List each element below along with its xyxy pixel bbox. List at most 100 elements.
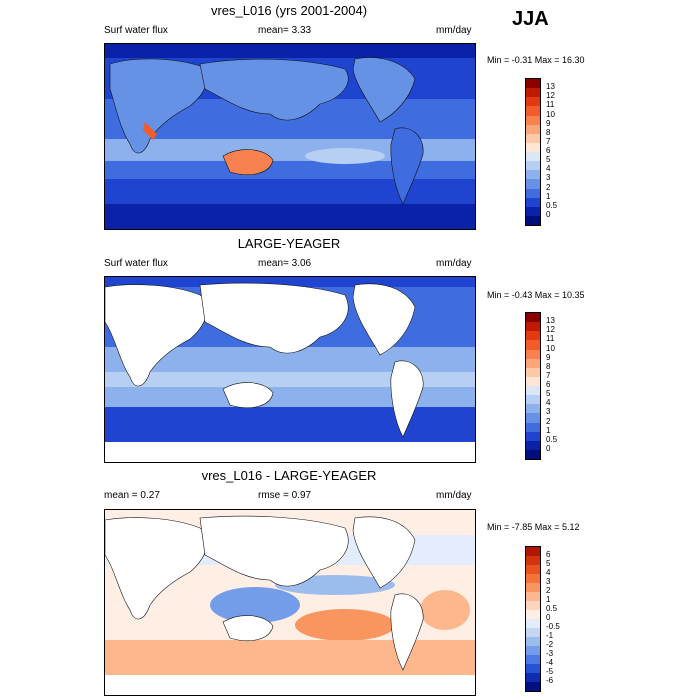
colorbar-segment — [526, 179, 540, 189]
panel-1-units: mm/day — [436, 25, 472, 36]
colorbar-segment — [526, 655, 540, 664]
colorbar-segment — [526, 592, 540, 601]
panel-1-minmax: Min = -0.31 Max = 16.30 — [487, 55, 585, 65]
colorbar-segment — [526, 422, 540, 432]
panel-3-australia — [222, 615, 274, 641]
colorbar-tick-label: 1 — [546, 595, 551, 604]
panel-2-units: mm/day — [436, 258, 472, 269]
panel-2-title: LARGE-YEAGER — [237, 236, 341, 251]
colorbar-tick-label: 13 — [546, 82, 555, 92]
panel-2-africa-europe — [105, 284, 208, 387]
colorbar-tick-label: 1 — [546, 425, 551, 435]
colorbar-tick-label: 4 — [546, 398, 551, 408]
colorbar-tick-label: 9 — [546, 352, 551, 362]
panel-2-stat: mean= 3.06 — [258, 258, 312, 269]
colorbar-segment — [526, 115, 540, 125]
panel-3-minmax: Min = -7.85 Max = 5.12 — [487, 522, 580, 532]
colorbar-segment — [526, 386, 540, 396]
panel-1-red-patch — [143, 122, 157, 140]
colorbar-tick-label: 3 — [546, 577, 551, 586]
panel-2-minmax: Min = -0.43 Max = 10.35 — [487, 290, 585, 300]
colorbar-tick-label: 13 — [546, 316, 555, 326]
colorbar-segment — [526, 358, 540, 368]
colorbar-tick-label: 12 — [546, 91, 555, 101]
colorbar-segment — [526, 206, 540, 216]
colorbar-tick-label: 11 — [546, 334, 555, 344]
panel-3-stat: rmse = 0.97 — [258, 490, 312, 501]
panel-1-title: vres_L016 (yrs 2001-2004) — [210, 3, 368, 18]
colorbar-tick-label: 2 — [546, 586, 551, 595]
panel-3-map — [104, 509, 476, 696]
panel-2-colorbar-ticks: 13 12 11 10 9 8 7 6 5 4 3 2 1 0.5 0 — [546, 312, 586, 458]
colorbar-segment — [526, 637, 540, 646]
colorbar-segment — [526, 583, 540, 592]
panel-2-left-label: Surf water flux — [104, 258, 168, 269]
colorbar-segment — [526, 646, 540, 655]
colorbar-segment — [526, 619, 540, 628]
colorbar-segment — [526, 133, 540, 143]
colorbar-segment — [526, 664, 540, 673]
colorbar-tick-label: 3 — [546, 407, 551, 417]
colorbar-tick-label: 0 — [546, 443, 551, 453]
colorbar-segment — [526, 404, 540, 414]
colorbar-tick-label: 3 — [546, 173, 551, 183]
panel-3-atlantic-red — [420, 590, 470, 630]
colorbar-tick-label: 2 — [546, 182, 551, 192]
colorbar-tick-label: 5 — [546, 155, 551, 165]
colorbar-tick-label: 8 — [546, 361, 551, 371]
colorbar-segment — [526, 97, 540, 107]
colorbar-tick-label: 0 — [546, 613, 551, 622]
panel-2-south-america — [390, 360, 424, 438]
colorbar-segment — [526, 322, 540, 332]
colorbar-tick-label: 12 — [546, 325, 555, 335]
panel-2-antarctica — [105, 442, 475, 462]
colorbar-tick-label: 6 — [546, 550, 551, 559]
colorbar-segment — [526, 547, 540, 556]
panel-1-map — [104, 43, 476, 230]
panel-2-map-svg — [105, 277, 475, 462]
colorbar-segment — [526, 79, 540, 89]
colorbar-tick-label: 9 — [546, 118, 551, 128]
colorbar-segment — [526, 440, 540, 450]
colorbar-tick-label: -0.5 — [546, 622, 560, 631]
colorbar-segment — [526, 188, 540, 198]
panel-1-arctic — [105, 44, 475, 58]
colorbar-segment — [526, 601, 540, 610]
colorbar-tick-label: -5 — [546, 667, 554, 676]
colorbar-segment — [526, 610, 540, 619]
colorbar-tick-label: -6 — [546, 676, 554, 685]
colorbar-tick-label: -3 — [546, 649, 554, 658]
colorbar-tick-label: 5 — [546, 559, 551, 568]
season-label: JJA — [512, 8, 549, 30]
panel-1-north-america — [352, 57, 416, 123]
colorbar-tick-label: 10 — [546, 343, 555, 353]
colorbar-tick-label: 7 — [546, 370, 551, 380]
panel-1-colorbar-ticks: 13 12 11 10 9 8 7 6 5 4 3 2 1 0.5 0 — [546, 78, 586, 224]
colorbar-segment — [526, 395, 540, 405]
panel-1-left-label: Surf water flux — [104, 25, 168, 36]
colorbar-tick-label: 11 — [546, 100, 555, 110]
colorbar-segment — [526, 152, 540, 162]
colorbar-segment — [526, 88, 540, 98]
panel-2-map — [104, 276, 476, 463]
colorbar-segment — [526, 413, 540, 423]
colorbar-tick-label: 4 — [546, 164, 551, 174]
colorbar-segment — [526, 565, 540, 574]
colorbar-segment — [526, 124, 540, 134]
colorbar-segment — [526, 431, 540, 441]
panel-1-stat: mean= 3.33 — [258, 25, 312, 36]
colorbar-tick-label: 0.5 — [546, 434, 558, 444]
colorbar-tick-label: 4 — [546, 568, 551, 577]
colorbar-segment — [526, 556, 540, 565]
panel-3-africa-europe — [105, 517, 208, 620]
colorbar-tick-label: 7 — [546, 136, 551, 146]
colorbar-tick-label: 10 — [546, 109, 555, 119]
colorbar-segment — [526, 574, 540, 583]
colorbar-segment — [526, 313, 540, 323]
panel-3-map-svg — [105, 510, 475, 695]
panel-3-units: mm/day — [436, 490, 472, 501]
colorbar-tick-label: -2 — [546, 640, 554, 649]
panel-2-colorbar — [525, 312, 541, 460]
panel-3-colorbar-ticks: 6 5 4 3 2 1 0.5 0 -0.5 -1 -2 -3 -4 -5 -6 — [546, 546, 586, 690]
colorbar-segment — [526, 682, 540, 691]
